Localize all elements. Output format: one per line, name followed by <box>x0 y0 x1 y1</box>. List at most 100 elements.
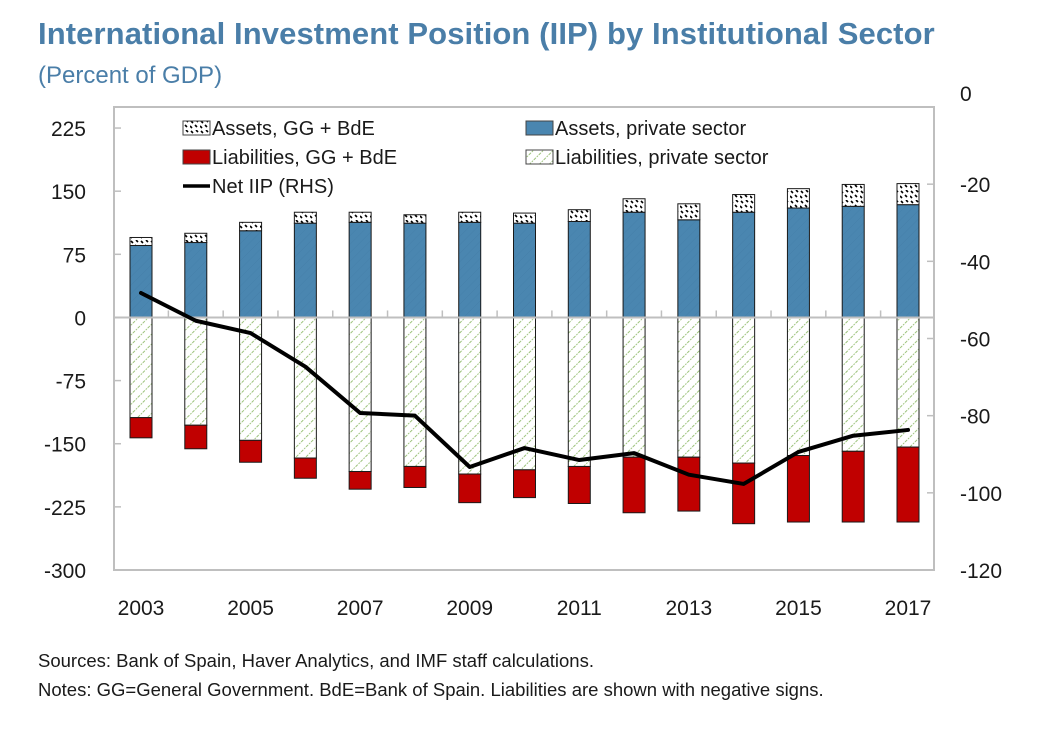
bar-liabilities-private <box>841 316 865 452</box>
bar-assets-private <box>184 242 208 318</box>
bar-liabilities-private <box>458 316 482 475</box>
notes-text: Notes: GG=General Government. BdE=Bank o… <box>38 679 824 700</box>
bar-assets-private <box>896 204 920 318</box>
bar-assets-private <box>841 205 865 318</box>
bar-assets-private <box>129 244 153 318</box>
bar-liabilities-gg-bde <box>129 417 153 439</box>
legend-swatch <box>182 149 211 165</box>
bar-assets-gg-bde <box>732 194 756 213</box>
bar-assets-private <box>403 222 427 318</box>
bar-liabilities-gg-bde <box>841 450 865 523</box>
bar-assets-gg-bde <box>622 198 646 213</box>
bar-assets-gg-bde <box>786 188 810 209</box>
legend: Assets, GG + BdE Assets, private sector Li… <box>182 118 769 198</box>
left-tick-label: 225 <box>51 118 86 141</box>
left-tick-label: -225 <box>44 497 86 520</box>
bar-assets-gg-bde <box>403 214 427 224</box>
left-tick-label: -75 <box>56 371 86 394</box>
bar-assets-gg-bde <box>293 211 317 224</box>
bar-liabilities-gg-bde <box>348 471 372 490</box>
bar-liabilities-private <box>896 316 920 448</box>
net-iip-line-layer <box>139 290 910 486</box>
left-tick-label: 75 <box>63 244 86 267</box>
zero-line-ticks <box>167 310 882 318</box>
left-tick-label: -150 <box>44 434 86 457</box>
right-tick-label: -120 <box>960 560 1002 583</box>
bar-assets-private <box>348 221 372 318</box>
bar-assets-private <box>567 220 591 318</box>
left-axis: 225 150 75 0 -75 -150 -225 -300 <box>44 118 121 583</box>
left-tick-label: 150 <box>51 181 86 204</box>
bar-liabilities-private <box>129 316 153 419</box>
legend-label: Net IIP (RHS) <box>212 176 334 198</box>
legend-item: Assets, GG + BdE <box>182 118 375 140</box>
bar-liabilities-gg-bde <box>239 439 263 463</box>
x-tick-label: 2015 <box>775 597 822 620</box>
right-tick-label: -100 <box>960 483 1002 506</box>
bar-assets-private <box>622 211 646 318</box>
bar-liabilities-private <box>348 316 372 473</box>
bar-assets-gg-bde <box>129 236 153 246</box>
bar-liabilities-gg-bde <box>622 456 646 514</box>
bar-liabilities-gg-bde <box>184 424 208 450</box>
bar-assets-private <box>458 221 482 318</box>
legend-item: Liabilities, GG + BdE <box>182 147 397 169</box>
right-tick-label: -80 <box>960 406 990 429</box>
right-axis: 0 -20 -40 -60 -80 -100 -120 <box>927 83 1002 583</box>
bar-assets-gg-bde <box>513 212 536 224</box>
bar-liabilities-private <box>732 316 756 464</box>
x-tick-label: 2011 <box>557 597 602 620</box>
left-tick-label: -300 <box>44 560 86 583</box>
bars <box>129 183 920 525</box>
chart-title: International Investment Position (IIP) … <box>38 16 935 51</box>
x-tick-label: 2017 <box>885 597 932 620</box>
x-tick-label: 2013 <box>665 597 712 620</box>
bar-liabilities-gg-bde <box>403 465 427 489</box>
bar-liabilities-gg-bde <box>786 455 810 523</box>
legend-swatch <box>525 149 554 165</box>
legend-label: Assets, private sector <box>555 118 747 140</box>
bar-assets-gg-bde <box>348 211 372 223</box>
bar-liabilities-gg-bde <box>732 462 756 525</box>
bar-assets-gg-bde <box>239 221 263 232</box>
x-axis: 2003 2005 2007 2009 2011 2013 2015 2017 <box>118 597 932 620</box>
bar-liabilities-gg-bde <box>458 473 482 504</box>
bar-assets-gg-bde <box>841 183 865 207</box>
legend-swatch <box>182 120 211 136</box>
bar-assets-gg-bde <box>896 183 920 206</box>
bar-liabilities-private <box>403 316 427 467</box>
legend-label: Liabilities, GG + BdE <box>212 147 397 169</box>
right-tick-label: 0 <box>960 83 972 106</box>
right-tick-label: -20 <box>960 174 990 197</box>
bar-assets-gg-bde <box>184 232 208 244</box>
bar-liabilities-gg-bde <box>513 469 536 499</box>
sources-note: Sources: Bank of Spain, Haver Analytics,… <box>38 650 594 671</box>
bar-liabilities-gg-bde <box>293 457 317 479</box>
bar-liabilities-private <box>184 316 208 426</box>
chart-subtitle: (Percent of GDP) <box>38 62 223 89</box>
legend-label: Liabilities, private sector <box>555 147 769 169</box>
net-iip-line <box>139 290 910 486</box>
bar-liabilities-gg-bde <box>677 456 701 512</box>
x-tick-label: 2007 <box>337 597 384 620</box>
legend-item: Net IIP (RHS) <box>183 176 334 198</box>
x-tick-label: 2005 <box>227 597 274 620</box>
bar-liabilities-private <box>786 316 810 457</box>
bar-assets-gg-bde <box>677 203 701 221</box>
bar-liabilities-private <box>622 316 646 458</box>
bar-assets-private <box>513 222 536 318</box>
bar-liabilities-private <box>677 316 701 458</box>
legend-label: Assets, GG + BdE <box>212 118 375 140</box>
legend-swatch <box>525 120 554 136</box>
bar-assets-private <box>239 230 263 318</box>
bar-assets-private <box>293 222 317 318</box>
x-tick-label: 2009 <box>446 597 493 620</box>
right-tick-label: -60 <box>960 329 990 352</box>
legend-item: Assets, private sector <box>525 118 747 140</box>
bar-assets-private <box>732 211 756 318</box>
bar-liabilities-gg-bde <box>896 446 920 523</box>
bar-liabilities-private <box>293 316 317 459</box>
left-tick-label: 0 <box>74 307 86 330</box>
bar-liabilities-private <box>567 316 591 467</box>
